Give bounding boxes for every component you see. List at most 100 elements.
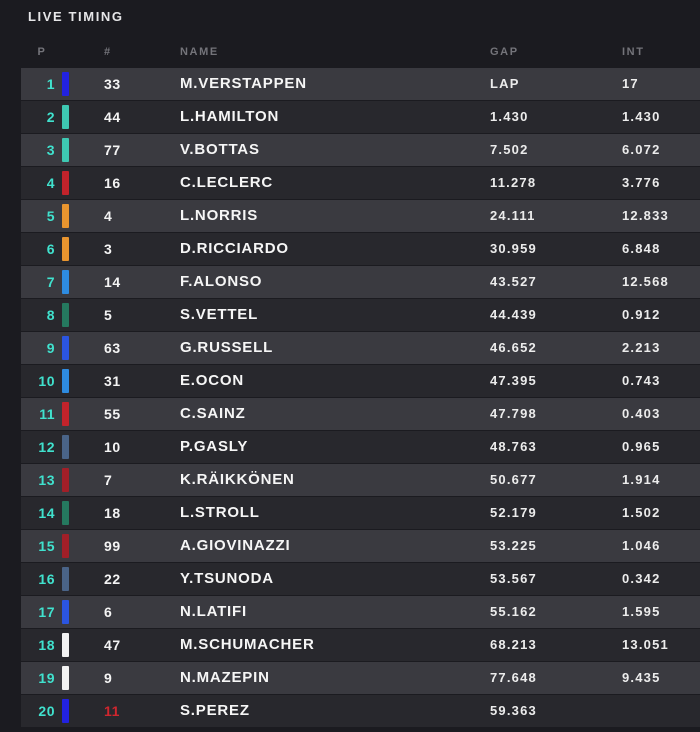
timing-row[interactable]: 2 44 L.HAMILTON 1.430 1.430	[21, 101, 700, 133]
gap-value: 11.278	[490, 175, 537, 190]
team-color-bar	[62, 600, 69, 624]
position-number: 17	[38, 604, 55, 620]
position-number: 20	[38, 703, 55, 719]
gap-value: 46.652	[490, 340, 537, 355]
team-color-bar	[62, 336, 69, 360]
interval-value: 3.776	[622, 175, 661, 190]
timing-row[interactable]: 13 7 K.RÄIKKÖNEN 50.677 1.914	[21, 464, 700, 496]
team-color-bar	[62, 171, 69, 195]
timing-row[interactable]: 17 6 N.LATIFI 55.162 1.595	[21, 596, 700, 628]
timing-row[interactable]: 20 11 S.PEREZ 59.363	[21, 695, 700, 727]
car-number: 63	[104, 340, 121, 356]
team-color-bar	[62, 204, 69, 228]
car-number: 99	[104, 538, 121, 554]
position-number: 12	[38, 439, 55, 455]
timing-row[interactable]: 18 47 M.SCHUMACHER 68.213 13.051	[21, 629, 700, 661]
car-number: 9	[104, 670, 113, 686]
car-number: 33	[104, 76, 121, 92]
column-header-interval: INT	[622, 46, 645, 58]
timing-row[interactable]: 6 3 D.RICCIARDO 30.959 6.848	[21, 233, 700, 265]
timing-row[interactable]: 14 18 L.STROLL 52.179 1.502	[21, 497, 700, 529]
position-number: 1	[46, 76, 55, 92]
position-number: 8	[46, 307, 55, 323]
driver-name: M.SCHUMACHER	[180, 636, 315, 653]
position-number: 9	[46, 340, 55, 356]
driver-name: C.LECLERC	[180, 174, 274, 191]
car-number: 47	[104, 637, 121, 653]
car-number: 7	[104, 472, 113, 488]
timing-row[interactable]: 5 4 L.NORRIS 24.111 12.833	[21, 200, 700, 232]
column-header-position: P	[37, 46, 47, 58]
driver-name: P.GASLY	[180, 438, 249, 455]
interval-value: 13.051	[622, 637, 669, 652]
interval-value: 0.403	[622, 406, 661, 421]
interval-value: 6.072	[622, 142, 661, 157]
team-color-bar	[62, 567, 69, 591]
gap-value: 53.225	[490, 538, 537, 553]
gap-value: 50.677	[490, 472, 537, 487]
interval-value: 1.914	[622, 472, 661, 487]
timing-row[interactable]: 3 77 V.BOTTAS 7.502 6.072	[21, 134, 700, 166]
position-number: 3	[46, 142, 55, 158]
timing-row[interactable]: 11 55 C.SAINZ 47.798 0.403	[21, 398, 700, 430]
gap-value: 1.430	[490, 109, 529, 124]
car-number: 44	[104, 109, 121, 125]
interval-value: 6.848	[622, 241, 661, 256]
team-color-bar	[62, 402, 69, 426]
gap-value: LAP	[490, 76, 520, 91]
driver-name: L.NORRIS	[180, 207, 259, 224]
interval-value: 9.435	[622, 670, 661, 685]
timing-table: 1 33 M.VERSTAPPEN LAP 17 2 44 L.HAMILTON 1.430 1.…	[21, 68, 700, 728]
interval-value: 12.568	[622, 274, 669, 289]
live-timing-title: LIVE TIMING	[28, 9, 124, 24]
timing-row[interactable]: 4 16 C.LECLERC 11.278 3.776	[21, 167, 700, 199]
team-color-bar	[62, 534, 69, 558]
timing-row[interactable]: 10 31 E.OCON 47.395 0.743	[21, 365, 700, 397]
position-number: 14	[38, 505, 55, 521]
car-number: 55	[104, 406, 121, 422]
timing-row[interactable]: 19 9 N.MAZEPIN 77.648 9.435	[21, 662, 700, 694]
driver-name: V.BOTTAS	[180, 141, 260, 158]
team-color-bar	[62, 666, 69, 690]
team-color-bar	[62, 369, 69, 393]
driver-name: N.MAZEPIN	[180, 669, 270, 686]
position-number: 7	[46, 274, 55, 290]
gap-value: 47.798	[490, 406, 537, 421]
gap-value: 47.395	[490, 373, 537, 388]
position-number: 13	[38, 472, 55, 488]
car-number: 10	[104, 439, 121, 455]
gap-value: 30.959	[490, 241, 537, 256]
timing-row[interactable]: 7 14 F.ALONSO 43.527 12.568	[21, 266, 700, 298]
position-number: 18	[38, 637, 55, 653]
driver-name: K.RÄIKKÖNEN	[180, 471, 295, 488]
car-number: 6	[104, 604, 113, 620]
gap-value: 24.111	[490, 208, 536, 223]
interval-value: 2.213	[622, 340, 661, 355]
position-number: 15	[38, 538, 55, 554]
timing-row[interactable]: 1 33 M.VERSTAPPEN LAP 17	[21, 68, 700, 100]
driver-name: A.GIOVINAZZI	[180, 537, 291, 554]
team-color-bar	[62, 633, 69, 657]
team-color-bar	[62, 72, 69, 96]
team-color-bar	[62, 270, 69, 294]
driver-name: Y.TSUNODA	[180, 570, 274, 587]
position-number: 5	[46, 208, 55, 224]
timing-row[interactable]: 16 22 Y.TSUNODA 53.567 0.342	[21, 563, 700, 595]
timing-row[interactable]: 15 99 A.GIOVINAZZI 53.225 1.046	[21, 530, 700, 562]
table-header-row: P # NAME GAP INT	[21, 46, 700, 60]
gap-value: 59.363	[490, 703, 537, 718]
car-number: 31	[104, 373, 121, 389]
interval-value: 1.502	[622, 505, 661, 520]
timing-row[interactable]: 12 10 P.GASLY 48.763 0.965	[21, 431, 700, 463]
car-number: 11	[104, 703, 120, 719]
driver-name: F.ALONSO	[180, 273, 263, 290]
timing-row[interactable]: 8 5 S.VETTEL 44.439 0.912	[21, 299, 700, 331]
car-number: 14	[104, 274, 121, 290]
gap-value: 43.527	[490, 274, 537, 289]
interval-value: 1.046	[622, 538, 661, 553]
interval-value: 12.833	[622, 208, 669, 223]
team-color-bar	[62, 237, 69, 261]
car-number: 16	[104, 175, 121, 191]
timing-row[interactable]: 9 63 G.RUSSELL 46.652 2.213	[21, 332, 700, 364]
gap-value: 52.179	[490, 505, 537, 520]
